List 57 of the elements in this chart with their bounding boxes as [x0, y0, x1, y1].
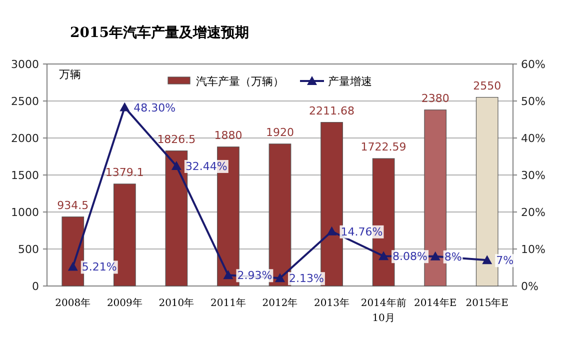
- y-tick-label: 500: [18, 243, 39, 256]
- data-label: 14.76%: [340, 225, 383, 238]
- data-label: 8.08%: [392, 250, 428, 264]
- chart-title: 2015年汽车产量及增速预期: [70, 24, 249, 41]
- data-label: 48.30%: [134, 101, 176, 114]
- y2-tick-label: 20%: [521, 206, 546, 219]
- data-label: 5.21%: [82, 260, 117, 274]
- y-tick-label: 1500: [11, 169, 39, 182]
- x-tick-label: 2014年E: [414, 297, 457, 309]
- point: [223, 270, 234, 280]
- x-tick-label: 2012年: [262, 297, 298, 309]
- point: [120, 102, 130, 112]
- point: [68, 262, 78, 271]
- y2-tick-label: 0%: [521, 280, 538, 293]
- data-label: 1920: [266, 126, 294, 139]
- data-label: 2.93%: [237, 269, 272, 282]
- y2-tick-label: 30%: [521, 169, 546, 182]
- data-label: 1826.5: [157, 132, 196, 146]
- x-tick-label: 2011年: [210, 297, 246, 309]
- data-label: 2.13%: [289, 272, 324, 286]
- y-tick-label: 2500: [11, 95, 39, 108]
- y2-tick-label: 40%: [521, 132, 546, 145]
- legend-label: 汽车产量（万辆）: [196, 75, 284, 88]
- x-tick-label: 2008年: [55, 297, 91, 309]
- x-tick-label: 2015年E: [466, 297, 508, 309]
- data-label: 1379.1: [105, 166, 144, 179]
- x-tick-label: 2010年: [158, 297, 194, 309]
- point: [326, 226, 337, 236]
- y-tick-label: 0: [32, 280, 39, 293]
- point: [171, 160, 182, 170]
- y2-tick-label: 50%: [521, 95, 546, 108]
- y-tick-label: 2000: [11, 132, 39, 145]
- bar: [476, 97, 498, 286]
- data-label: 2380: [421, 92, 450, 105]
- data-label: 7%: [496, 254, 514, 268]
- legend-label: 产量增速: [328, 75, 372, 88]
- data-label: 1722.59: [360, 140, 406, 154]
- data-label: 934.5: [57, 198, 89, 212]
- y-tick-label: 1000: [11, 206, 39, 219]
- data-label: 32.44%: [185, 160, 228, 173]
- data-label: 8%: [444, 250, 462, 264]
- point: [482, 255, 492, 264]
- data-label: 2550: [473, 79, 502, 92]
- data-label: 2211.68: [309, 104, 355, 118]
- data-label: 1880: [214, 128, 242, 142]
- x-tick-label: 2014年前10月: [360, 297, 406, 324]
- y-tick-label: 3000: [11, 58, 39, 71]
- bar: [165, 150, 188, 286]
- point: [378, 251, 389, 260]
- x-tick-label: 2009年: [106, 297, 142, 309]
- y2-tick-label: 60%: [521, 58, 546, 71]
- y-axis-title: 万辆: [59, 68, 81, 81]
- bar: [62, 216, 84, 286]
- y2-tick-label: 10%: [521, 243, 546, 256]
- point: [275, 273, 285, 282]
- point: [430, 251, 440, 260]
- x-tick-label: 2013年: [314, 297, 350, 309]
